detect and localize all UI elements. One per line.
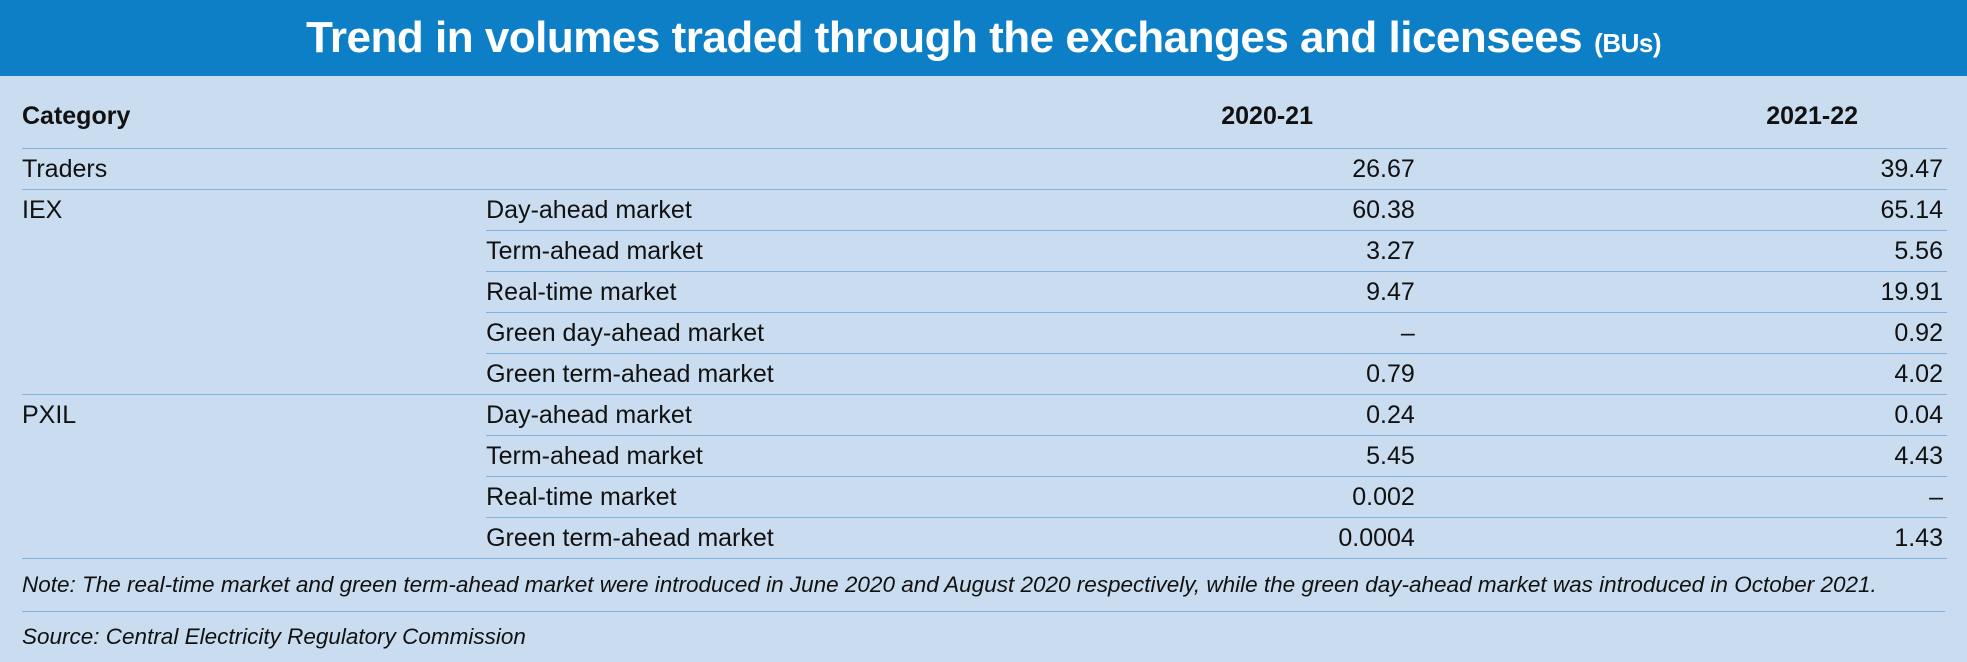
header-category: Category [22,76,487,149]
value-2020-21-cell: 26.67 [1115,148,1419,190]
value-2020-21-cell: – [1115,312,1419,354]
table-row: Green term-ahead market 0.79 4.02 [22,353,1947,395]
value-2021-22-cell: 1.43 [1677,517,1947,559]
value-2021-22-cell: 0.04 [1677,394,1947,436]
subcategory-cell: Green term-ahead market [486,353,1116,395]
gap-cell [1418,312,1678,354]
category-cell [22,517,487,559]
gap-cell [1418,189,1678,231]
value-2020-21-cell: 0.002 [1115,476,1419,518]
gap-cell [1418,394,1678,436]
header-gap [1418,76,1678,149]
table-note: Note: The real-time market and green ter… [22,559,1945,612]
category-cell [22,436,486,477]
value-2021-22-cell: 0.92 [1677,312,1947,354]
value-2021-22-cell: 39.47 [1677,148,1947,190]
gap-cell [1418,353,1678,395]
value-2021-22-cell: 65.14 [1677,189,1947,231]
title-text: Trend in volumes traded through the exch… [305,13,1583,62]
value-2021-22-cell: 4.02 [1677,353,1947,395]
table-source: Source: Central Electricity Regulatory C… [22,624,526,649]
subcategory-cell: Real-time market [486,476,1116,518]
table-row: Term-ahead market 5.45 4.43 [22,435,1947,477]
category-cell [22,272,486,313]
value-2020-21-cell: 9.47 [1115,271,1419,313]
volumes-table: Category 2020-21 2021-22 Traders 26.67 39.… [22,76,1947,559]
gap-cell [1418,230,1678,272]
title-banner: Trend in volumes traded through the exch… [0,0,1967,76]
table-container: Category 2020-21 2021-22 Traders 26.67 39.… [0,76,1967,656]
value-2021-22-cell: 5.56 [1677,230,1947,272]
category-cell [22,231,486,272]
subcategory-cell: Term-ahead market [486,435,1116,477]
subcategory-cell: Green term-ahead market [486,517,1116,559]
subcategory-cell [486,148,1116,190]
value-2020-21-cell: 3.27 [1115,230,1419,272]
subcategory-cell: Real-time market [486,271,1116,313]
category-cell [22,313,486,354]
subcategory-cell: Green day-ahead market [486,312,1116,354]
value-2020-21-cell: 0.79 [1115,353,1419,395]
table-body: Traders 26.67 39.47 IEX Day-ahead market 60.3… [22,148,1947,559]
table-row: Term-ahead market 3.27 5.56 [22,230,1947,272]
value-2021-22-cell: 19.91 [1677,271,1947,313]
header-2020-21: 2020-21 [1115,76,1419,149]
header-2021-22: 2021-22 [1677,76,1947,149]
table-row: IEX Day-ahead market 60.38 65.14 [22,189,1947,231]
table-row: Green day-ahead market – 0.92 [22,312,1947,354]
gap-cell [1418,517,1678,559]
table-row: Green term-ahead market 0.0004 1.43 [22,517,1947,559]
value-2020-21-cell: 0.0004 [1115,517,1419,559]
gap-cell [1418,271,1678,313]
value-2020-21-cell: 5.45 [1115,435,1419,477]
page-title: Trend in volumes traded through the exch… [305,13,1662,63]
value-2021-22-cell: 4.43 [1677,435,1947,477]
table-header-row: Category 2020-21 2021-22 [22,76,1947,149]
subcategory-cell: Day-ahead market [486,189,1116,231]
subcategory-cell: Term-ahead market [486,230,1116,272]
category-cell [22,477,486,518]
gap-cell [1418,435,1678,477]
gap-cell [1418,148,1678,190]
category-cell: Traders [22,148,487,190]
gap-cell [1418,476,1678,518]
table-row: Real-time market 9.47 19.91 [22,271,1947,313]
value-2020-21-cell: 0.24 [1115,394,1419,436]
header-subcategory [486,76,1116,149]
value-2020-21-cell: 60.38 [1115,189,1419,231]
title-unit: (BUs) [1594,28,1661,58]
category-cell: PXIL [22,401,77,430]
table-row: PXIL Day-ahead market 0.24 0.04 [22,394,1947,436]
table-row: Traders 26.67 39.47 [22,148,1947,190]
value-2021-22-cell: – [1677,476,1947,518]
category-cell [22,353,487,395]
subcategory-cell: Day-ahead market [486,394,1116,436]
category-cell: IEX [22,196,63,225]
table-row: Real-time market 0.002 – [22,476,1947,518]
